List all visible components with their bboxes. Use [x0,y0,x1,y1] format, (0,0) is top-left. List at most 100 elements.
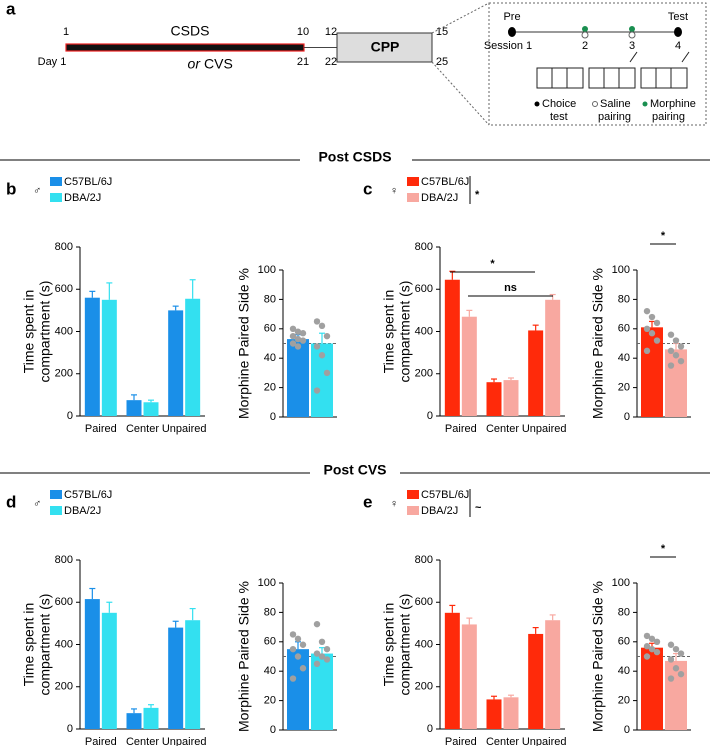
bar [126,400,142,416]
y-axis-label: Morphine Paired Side % [590,581,606,732]
data-point [667,331,675,338]
data-point [672,645,680,653]
saline-dot [581,31,589,39]
y-axis-label: Time spent in [381,603,397,687]
data-point [299,665,307,672]
x-tick-label: Unpaired [162,423,207,435]
data-point [677,357,685,365]
x-tick-label: Center [126,736,159,746]
day-tick: 10 [297,26,309,38]
legend-note: * [475,189,480,201]
legend-swatch [50,177,62,186]
bar [528,330,544,416]
bar [126,713,142,729]
inset-legend: Morphine [650,98,696,110]
zoom-line [431,61,490,126]
y-tick-label: 600 [415,283,433,295]
data-point [323,332,331,340]
data-point [643,325,651,332]
legend-label: C57BL/6J [64,176,112,188]
data-point [294,343,302,350]
data-point [313,318,321,325]
section-title: Post CVS [323,462,386,478]
y-axis-label: compartment (s) [37,594,53,696]
y-tick-label: 0 [67,723,73,735]
y-tick-label: 20 [264,382,276,394]
bar [143,707,159,729]
data-point [677,670,685,678]
bar [311,343,333,417]
y-tick-label: 0 [427,723,433,735]
legend-dot [642,101,648,107]
y-tick-label: 0 [270,411,276,423]
day-tick: 15 [436,26,448,38]
legend-swatch [50,193,62,202]
x-tick-label: Paired [85,736,117,746]
panel-a: a CPP 1 10 12 15 Day 1 21 22 25 CSDS or … [6,0,707,126]
y-axis-label: Time spent in [381,290,397,374]
x-tick-label: Unpaired [522,736,567,746]
y-tick-label: 400 [415,325,433,337]
y-tick-label: 600 [415,596,433,608]
data-point [289,631,297,638]
y-tick-label: 40 [264,665,276,677]
y-tick-label: 100 [612,577,630,589]
y-tick-label: 20 [618,695,630,707]
data-point [289,325,297,332]
bar [101,612,117,729]
x-tick-label: Center [486,423,519,435]
inset-legend: Saline [600,98,631,110]
morphine-dot [629,26,635,32]
legend-dot [592,101,598,107]
bar [503,697,519,729]
x-tick-label: Center [486,736,519,746]
significance-label: * [661,543,666,555]
cage-icons [536,51,690,89]
day-tick: 22 [325,56,337,68]
bar [528,633,544,729]
day-tick: 1 [63,26,69,38]
x-tick-label: Paired [85,423,117,435]
y-tick-label: 200 [55,368,73,380]
morphine-dot [582,26,588,32]
bar [461,316,477,416]
bar [185,620,201,729]
y-tick-label: 80 [264,606,276,618]
sex-symbol: ♂ [33,498,41,510]
data-point [289,645,297,653]
bar [84,297,100,416]
data-point [667,675,675,682]
data-point [643,347,651,355]
or-label: or [188,56,202,72]
data-point [318,352,326,359]
bar [486,382,502,416]
y-axis-label: Morphine Paired Side % [236,268,252,419]
data-point [294,653,302,660]
x-tick-label: Paired [445,423,477,435]
data-point [648,645,656,653]
y-tick-label: 60 [618,323,630,335]
inset-label: Test [668,11,688,23]
y-tick-label: 100 [612,264,630,276]
significance-label: ns [504,282,517,294]
bar [641,647,663,730]
session-label: 4 [675,40,681,52]
data-point [653,337,661,344]
data-point [643,653,651,660]
y-tick-label: 800 [55,241,73,253]
legend-swatch [407,506,419,515]
data-point [653,319,661,327]
session-label: Session 1 [484,40,532,52]
legend-label: C57BL/6J [421,176,469,188]
data-point [313,650,321,657]
data-point [289,675,297,682]
bar [287,649,309,730]
csds-bar [65,43,305,52]
session-label: 2 [582,40,588,52]
bar [444,279,460,416]
y-tick-label: 400 [55,325,73,337]
day-tick: Day 1 [38,56,67,68]
y-tick-label: 0 [427,410,433,422]
x-tick-label: Paired [445,736,477,746]
